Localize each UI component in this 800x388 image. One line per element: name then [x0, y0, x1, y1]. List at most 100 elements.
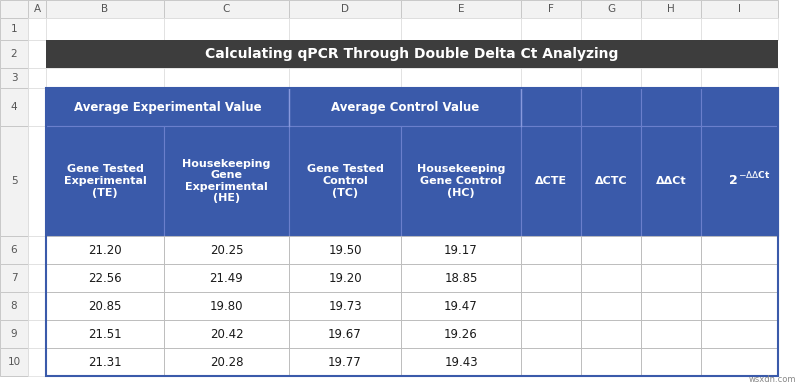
- Bar: [701, 236, 778, 264]
- Bar: [401, 126, 521, 236]
- Bar: [521, 0, 581, 18]
- Text: A: A: [34, 4, 41, 14]
- Bar: [701, 18, 778, 40]
- Bar: [581, 88, 641, 126]
- Bar: [641, 18, 701, 40]
- Bar: [701, 126, 778, 236]
- Bar: [46, 40, 778, 68]
- Bar: [401, 320, 521, 348]
- Text: 2: 2: [10, 49, 18, 59]
- Bar: [28, 88, 46, 126]
- Bar: [46, 292, 164, 320]
- Bar: [46, 236, 164, 264]
- Bar: [28, 0, 46, 18]
- Bar: [641, 348, 701, 376]
- Bar: [289, 126, 401, 236]
- Bar: [521, 320, 581, 348]
- Bar: [401, 348, 521, 376]
- Bar: [164, 264, 289, 292]
- Bar: [701, 88, 778, 126]
- Bar: [0, 0, 46, 18]
- Bar: [521, 264, 581, 292]
- Text: 9: 9: [10, 329, 18, 339]
- Bar: [521, 126, 581, 236]
- Bar: [46, 320, 164, 348]
- Bar: [521, 236, 581, 264]
- Bar: [289, 348, 401, 376]
- Bar: [0, 18, 28, 40]
- Text: Housekeeping
Gene
Experimental
(HE): Housekeeping Gene Experimental (HE): [182, 159, 270, 203]
- Bar: [164, 18, 289, 40]
- Text: C: C: [223, 4, 230, 14]
- Bar: [521, 68, 581, 88]
- Bar: [28, 292, 46, 320]
- Text: 19.73: 19.73: [328, 300, 362, 312]
- Text: 5: 5: [10, 176, 18, 186]
- Text: 19.77: 19.77: [328, 355, 362, 369]
- Bar: [521, 292, 581, 320]
- Bar: [401, 18, 521, 40]
- Text: 10: 10: [7, 357, 21, 367]
- Text: 19.67: 19.67: [328, 327, 362, 341]
- Bar: [28, 348, 46, 376]
- Text: 21.51: 21.51: [88, 327, 122, 341]
- Text: Gene Tested
Control
(TC): Gene Tested Control (TC): [306, 165, 383, 197]
- Bar: [701, 0, 778, 18]
- Bar: [28, 126, 46, 236]
- Text: 20.28: 20.28: [210, 355, 243, 369]
- Text: 20.85: 20.85: [88, 300, 122, 312]
- Bar: [28, 68, 46, 88]
- Text: Average Experimental Value: Average Experimental Value: [74, 100, 262, 114]
- Text: ΔΔCt: ΔΔCt: [656, 176, 686, 186]
- Bar: [0, 40, 28, 68]
- Text: 21.31: 21.31: [88, 355, 122, 369]
- Bar: [401, 68, 521, 88]
- Bar: [164, 0, 289, 18]
- Bar: [0, 126, 28, 236]
- Bar: [46, 126, 164, 236]
- Bar: [0, 320, 28, 348]
- Bar: [521, 348, 581, 376]
- Text: 19.47: 19.47: [444, 300, 478, 312]
- Text: Average Control Value: Average Control Value: [331, 100, 479, 114]
- Bar: [641, 292, 701, 320]
- Bar: [46, 68, 164, 88]
- Bar: [701, 264, 778, 292]
- Bar: [46, 348, 164, 376]
- Bar: [46, 88, 778, 376]
- Text: B: B: [102, 4, 109, 14]
- Bar: [641, 126, 701, 236]
- Bar: [581, 0, 641, 18]
- Text: Calculating qPCR Through Double Delta Ct Analyzing: Calculating qPCR Through Double Delta Ct…: [206, 47, 618, 61]
- Text: 18.85: 18.85: [444, 272, 478, 284]
- Text: 22.56: 22.56: [88, 272, 122, 284]
- Text: 20.42: 20.42: [210, 327, 243, 341]
- Bar: [289, 0, 401, 18]
- Bar: [401, 0, 521, 18]
- Text: 6: 6: [10, 245, 18, 255]
- Bar: [28, 40, 46, 68]
- Text: 20.25: 20.25: [210, 244, 243, 256]
- Bar: [164, 236, 289, 264]
- Text: ΔCTC: ΔCTC: [594, 176, 627, 186]
- Bar: [701, 348, 778, 376]
- Bar: [46, 18, 164, 40]
- Bar: [28, 18, 46, 40]
- Bar: [28, 264, 46, 292]
- Bar: [581, 320, 641, 348]
- Bar: [164, 320, 289, 348]
- Bar: [401, 292, 521, 320]
- Bar: [0, 348, 28, 376]
- Bar: [401, 236, 521, 264]
- Text: 21.49: 21.49: [210, 272, 243, 284]
- Bar: [0, 292, 28, 320]
- Bar: [289, 68, 401, 88]
- Bar: [0, 88, 28, 126]
- Bar: [641, 0, 701, 18]
- Bar: [641, 264, 701, 292]
- Bar: [641, 236, 701, 264]
- Bar: [581, 292, 641, 320]
- Text: F: F: [548, 4, 554, 14]
- Text: wsxdn.com: wsxdn.com: [749, 375, 796, 384]
- Text: 3: 3: [10, 73, 18, 83]
